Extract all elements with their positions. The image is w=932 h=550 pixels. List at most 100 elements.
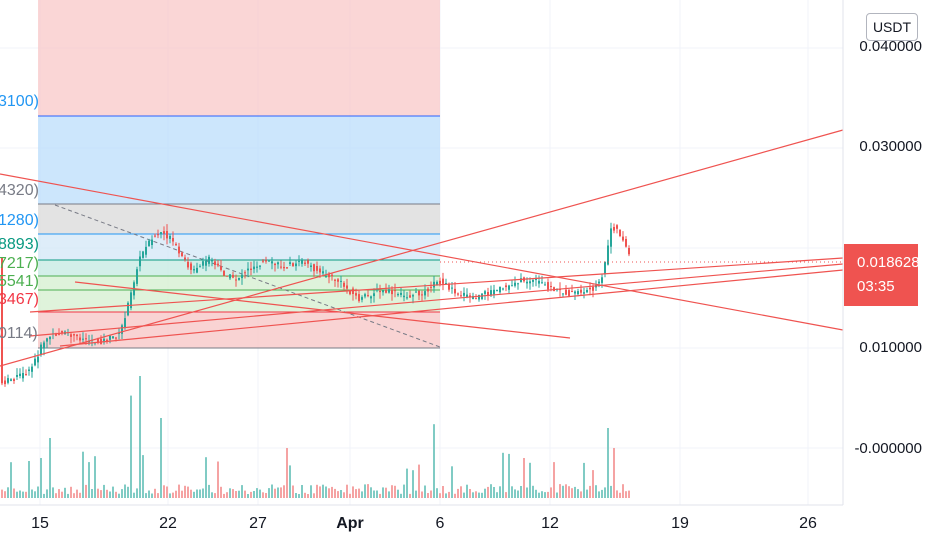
volume-bar [265, 493, 267, 498]
candle [418, 290, 420, 301]
trendline-rising-3[interactable] [59, 269, 844, 347]
price-label-0030: 0.030000 [859, 138, 922, 155]
volume-bar [571, 488, 573, 498]
candle [277, 261, 279, 269]
volume-bar [445, 493, 447, 498]
candle [583, 287, 585, 299]
candle [283, 261, 285, 272]
price-label-0010: 0.010000 [859, 339, 922, 356]
volume-bar [280, 487, 282, 498]
candle [499, 286, 501, 294]
volume-bar [148, 490, 150, 498]
trend-lines[interactable] [0, 129, 844, 367]
candle [109, 334, 111, 344]
candle [7, 374, 9, 385]
date-label-12: 12 [541, 515, 559, 532]
currency-selector[interactable]: USDT [866, 13, 918, 41]
candle [310, 262, 312, 272]
volume-bar [463, 492, 465, 498]
volume-bar [19, 490, 21, 498]
candle [403, 290, 405, 302]
candle [265, 256, 267, 264]
volume-bar [481, 492, 483, 498]
candle [529, 277, 531, 290]
candle [487, 287, 489, 301]
candle [316, 261, 318, 274]
candle [184, 254, 186, 262]
volume-bar [610, 485, 612, 498]
candle [82, 332, 84, 344]
volume-bar [421, 491, 423, 498]
candle [286, 267, 288, 269]
candle [298, 255, 300, 267]
volume-bar [181, 490, 183, 498]
volume-bar [439, 493, 441, 498]
volume-bar [22, 491, 24, 498]
candle [484, 289, 486, 300]
candle [301, 258, 303, 267]
candle [430, 281, 432, 293]
candle [166, 224, 168, 245]
volume-bar [319, 486, 321, 498]
volume-bar [340, 490, 342, 498]
candle [223, 270, 225, 277]
candle [79, 333, 81, 344]
volume-bar [232, 489, 234, 498]
volume-bar [64, 487, 66, 498]
volume-bar [535, 489, 537, 498]
volume-bar [154, 488, 156, 498]
volume-bar [238, 490, 240, 498]
price-label-0040: 0.040000 [859, 38, 922, 55]
candle [586, 287, 588, 294]
volume-bar [397, 489, 399, 498]
candle [73, 333, 75, 342]
candle [217, 260, 219, 268]
volume-bar [388, 491, 390, 498]
candle [568, 288, 570, 298]
trendline-flat[interactable] [29, 263, 844, 337]
volume-bar [367, 484, 369, 498]
volume-bars [1, 376, 630, 498]
candle [370, 295, 372, 304]
candle [295, 259, 297, 271]
trendline-falling-1[interactable] [0, 173, 844, 331]
candle [1, 257, 3, 386]
trendline-rising-2[interactable] [29, 257, 844, 313]
candle [142, 250, 144, 259]
volume-bar [601, 489, 603, 498]
volume-bar [145, 493, 147, 498]
candle [103, 333, 105, 345]
volume-bar [364, 484, 366, 498]
volume-bar [49, 438, 51, 498]
fib-zone-blue [38, 116, 440, 204]
candle [208, 254, 210, 267]
volume-bar [130, 395, 132, 498]
volume-bar [352, 486, 354, 498]
candle [238, 277, 240, 281]
volume-bar [523, 458, 525, 498]
volume-bar [304, 492, 306, 498]
volume-bar [259, 489, 261, 498]
volume-bar [451, 466, 453, 498]
volume-bar [202, 488, 204, 498]
candle [517, 282, 519, 290]
candle [130, 289, 132, 311]
volume-bar [358, 488, 360, 498]
candle [463, 287, 465, 302]
volume-bar [346, 484, 348, 498]
volume-bar [484, 488, 486, 498]
candle [172, 231, 174, 246]
volume-bar [160, 418, 162, 498]
volume-bar [199, 489, 201, 498]
volume-bar [28, 461, 30, 498]
candle [406, 292, 408, 300]
candle [361, 295, 363, 303]
candle [340, 275, 342, 288]
volume-bar [502, 452, 504, 498]
date-label-15: 15 [31, 515, 49, 532]
candle [292, 262, 294, 267]
volume-bar [574, 486, 576, 498]
volume-bar [619, 492, 621, 498]
candle [28, 366, 30, 376]
